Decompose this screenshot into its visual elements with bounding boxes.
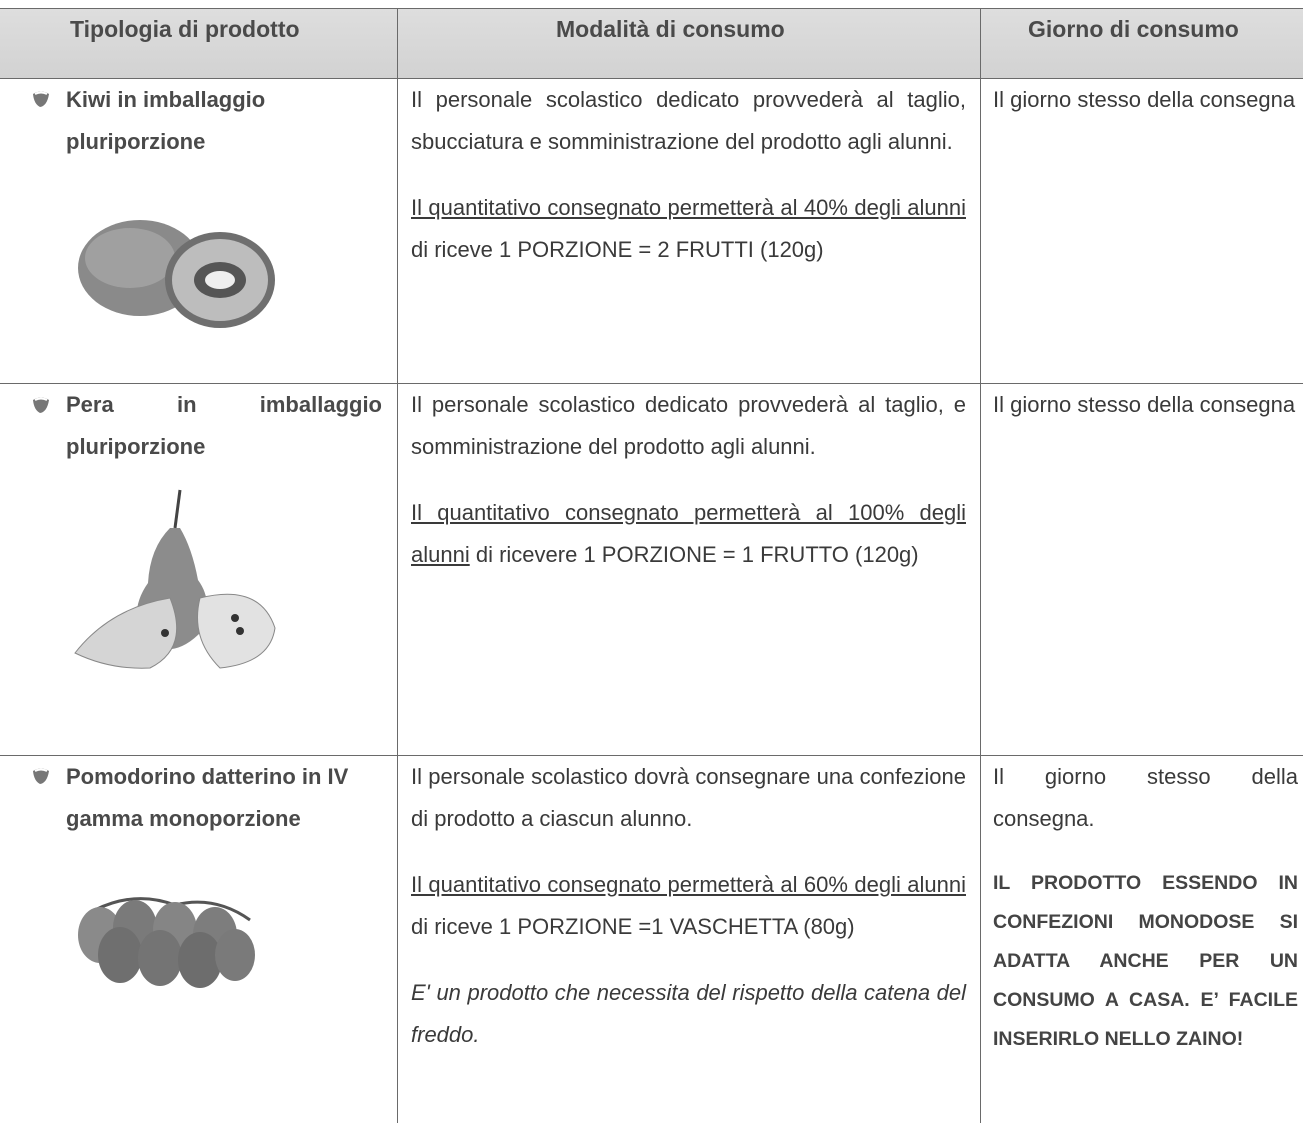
tomato-image [78,897,255,988]
description: Il personale scolastico dedicato provved… [411,392,966,459]
border [0,755,1303,756]
quantity-underlined: Il quantitativo consegnato permetterà al… [411,500,966,567]
quantity-underlined: Il quantitativo consegnato permetterà al… [411,872,966,897]
header-cell: Giorno di consumo [1028,16,1239,42]
quantity: Il quantitativo consegnato permetterà al… [411,864,966,948]
description: Il personale scolastico dedicato provved… [411,87,966,154]
day-cell: Il giorno stesso della consegna [993,384,1298,450]
quantity-rest: di ricevere 1 PORZIONE = 1 FRUTTO (120g) [475,542,919,567]
header-row: Tipologia di prodotto Modalità di consum… [0,8,1303,78]
border [980,8,981,1123]
note: E' un prodotto che necessita del rispett… [411,980,966,1047]
quantity-rest: di riceve 1 PORZIONE =1 VASCHETTA (80g) [411,914,855,939]
description-cell: Il personale scolastico dovrà consegnare… [411,756,966,1080]
product-name: Pera in imballaggio pluriporzione [66,392,382,459]
bullet-icon [33,91,49,107]
day: Il giorno stesso della consegna. [993,764,1298,831]
header-cell: Modalità di consumo [556,16,785,42]
day-note: IL PRODOTTO ESSENDO IN CONFEZIONI MONODO… [993,872,1298,1050]
description-cell: Il personale scolastico dedicato provved… [411,384,966,600]
pear-image [74,489,276,669]
border [0,383,1303,384]
quantity: Il quantitativo consegnato permetterà al… [411,492,966,576]
quantity-rest: di riceve 1 PORZIONE = 2 FRUTTI (120g) [411,237,824,262]
quantity-underlined: Il quantitativo consegnato permetterà al… [411,195,966,220]
bullet-icon [33,397,49,413]
day: Il giorno stesso della consegna [993,87,1296,112]
bullet-icon [33,768,49,784]
kiwi-image [78,220,275,328]
description-cell: Il personale scolastico dedicato provved… [411,79,966,295]
day-cell: Il giorno stesso della consegna. IL PROD… [993,756,1298,1083]
border [0,78,1303,79]
border [0,8,1303,9]
quantity: Il quantitativo consegnato permetterà al… [411,187,966,271]
product-name: Pomodorino datterino in IV gamma monopor… [66,764,349,831]
header-cell: Tipologia di prodotto [70,16,300,42]
border [397,8,398,1123]
day: Il giorno stesso della consegna [993,392,1296,417]
product-name: Kiwi in imballaggio pluriporzione [66,87,266,154]
day-cell: Il giorno stesso della consegna [993,79,1298,145]
description: Il personale scolastico dovrà consegnare… [411,764,966,831]
